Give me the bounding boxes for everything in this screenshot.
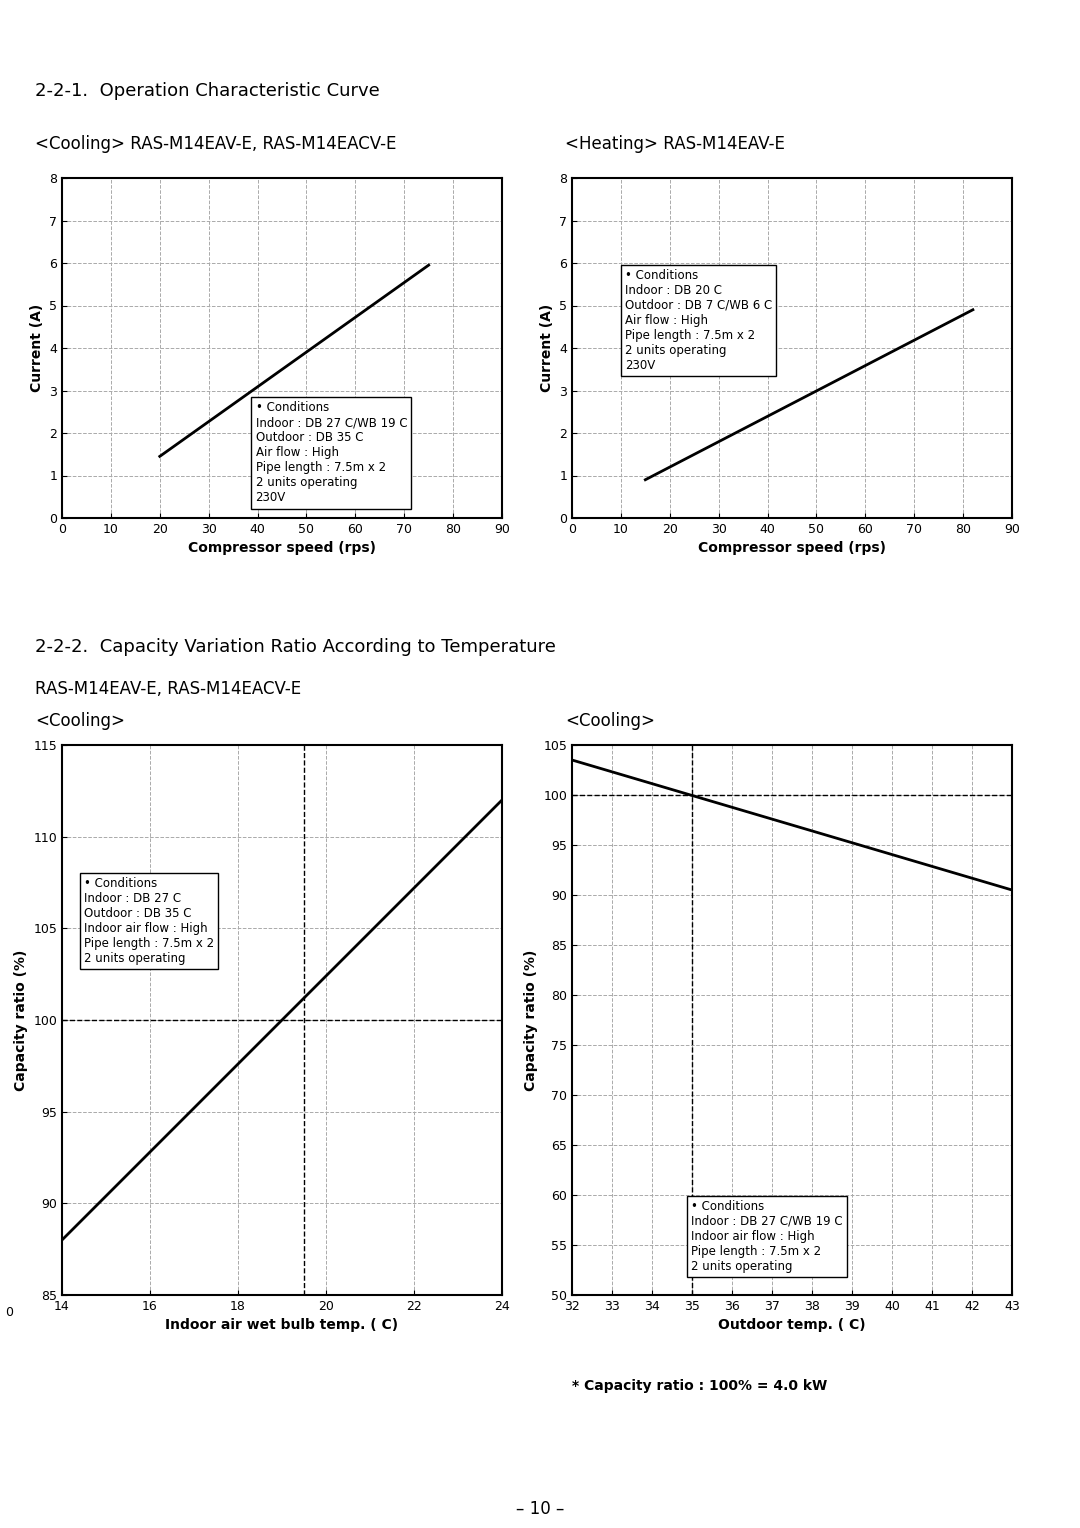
- Text: • Conditions
Indoor : DB 27 C/WB 19 C
Outdoor : DB 35 C
Air flow : High
Pipe len: • Conditions Indoor : DB 27 C/WB 19 C Ou…: [256, 402, 407, 504]
- Y-axis label: Capacity ratio (%): Capacity ratio (%): [524, 949, 538, 1091]
- X-axis label: Compressor speed (rps): Compressor speed (rps): [698, 541, 886, 555]
- X-axis label: Indoor air wet bulb temp. ( C): Indoor air wet bulb temp. ( C): [165, 1319, 399, 1332]
- Text: * Capacity ratio : 100% = 4.0 kW: * Capacity ratio : 100% = 4.0 kW: [572, 1380, 827, 1394]
- Text: RAS-M14EAV-E, RAS-M14EACV-E: RAS-M14EAV-E, RAS-M14EACV-E: [35, 680, 301, 698]
- Text: • Conditions
Indoor : DB 20 C
Outdoor : DB 7 C/WB 6 C
Air flow : High
Pipe lengt: • Conditions Indoor : DB 20 C Outdoor : …: [625, 269, 772, 371]
- Text: <Heating> RAS-M14EAV-E: <Heating> RAS-M14EAV-E: [565, 134, 785, 153]
- X-axis label: Compressor speed (rps): Compressor speed (rps): [188, 541, 376, 555]
- Text: <Cooling>: <Cooling>: [565, 712, 654, 730]
- Text: <Cooling> RAS-M14EAV-E, RAS-M14EACV-E: <Cooling> RAS-M14EAV-E, RAS-M14EACV-E: [35, 134, 396, 153]
- Text: 0: 0: [5, 1306, 14, 1319]
- Y-axis label: Current (A): Current (A): [540, 304, 554, 393]
- X-axis label: Outdoor temp. ( C): Outdoor temp. ( C): [718, 1319, 866, 1332]
- Y-axis label: Current (A): Current (A): [29, 304, 43, 393]
- Text: • Conditions
Indoor : DB 27 C/WB 19 C
Indoor air flow : High
Pipe length : 7.5m : • Conditions Indoor : DB 27 C/WB 19 C In…: [691, 1199, 842, 1273]
- Text: <Cooling>: <Cooling>: [35, 712, 125, 730]
- Text: • Conditions
Indoor : DB 27 C
Outdoor : DB 35 C
Indoor air flow : High
Pipe leng: • Conditions Indoor : DB 27 C Outdoor : …: [84, 877, 214, 966]
- Text: 2-2-2.  Capacity Variation Ratio According to Temperature: 2-2-2. Capacity Variation Ratio Accordin…: [35, 639, 556, 656]
- Text: – 10 –: – 10 –: [516, 1500, 564, 1517]
- Text: 2-2-1.  Operation Characteristic Curve: 2-2-1. Operation Characteristic Curve: [35, 83, 380, 99]
- Y-axis label: Capacity ratio (%): Capacity ratio (%): [14, 949, 28, 1091]
